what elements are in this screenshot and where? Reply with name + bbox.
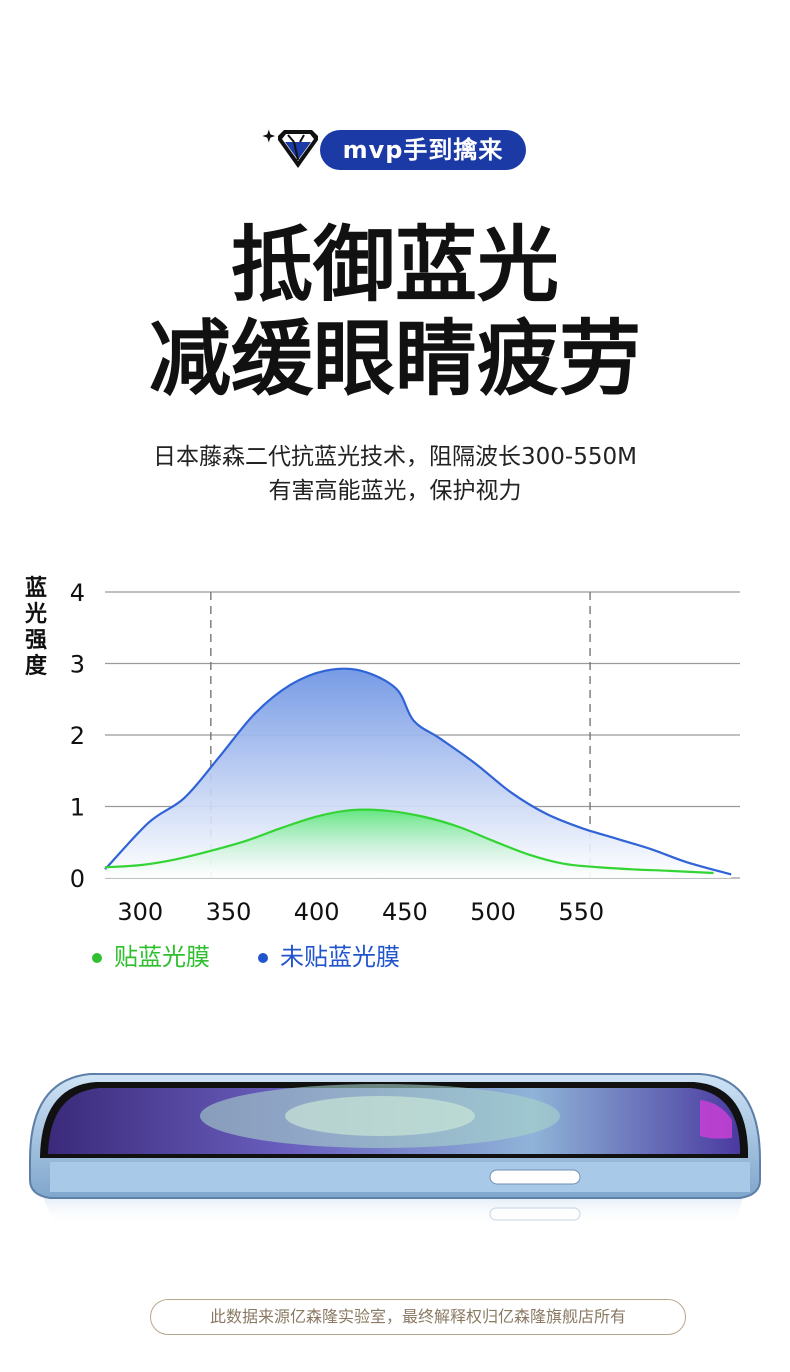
y-tick-label: 2 [70, 722, 85, 750]
x-tick-label: 350 [206, 898, 252, 926]
badge-label: mvp手到擒来 [320, 130, 526, 170]
x-tick-label: 300 [117, 898, 163, 926]
headline-line-1: 抵御蓝光 [230, 218, 559, 313]
x-tick-label: 450 [382, 898, 428, 926]
series-no-film-line [104, 667, 732, 876]
brand-badge: mvp手到擒来 [258, 126, 530, 174]
x-tick-label: 550 [558, 898, 604, 926]
legend-dot-icon [258, 953, 268, 963]
y-tick-label: 3 [70, 651, 85, 679]
y-tick-label: 1 [70, 794, 85, 822]
legend-label-film: 贴蓝光膜 [114, 943, 210, 971]
subtitle-line-1: 日本藤森二代抗蓝光技术，阻隔波长300-550M [153, 444, 637, 470]
subtitle-line-2: 有害高能蓝光，保护视力 [268, 478, 522, 504]
y-tick-label: 0 [70, 865, 85, 893]
legend-label-no-film: 未贴蓝光膜 [280, 943, 400, 971]
legend-item-no-film: 未贴蓝光膜 [258, 940, 400, 974]
y-axis-label: 蓝光强度 [24, 576, 48, 679]
phone-illustration [29, 1073, 761, 1225]
headline-line-2: 减缓眼睛疲劳 [148, 312, 641, 407]
x-tick-label: 400 [294, 898, 340, 926]
y-tick-label: 4 [70, 579, 85, 607]
legend-item-film: 贴蓝光膜 [92, 940, 210, 974]
series-film-area [105, 809, 714, 878]
diamond-icon [262, 129, 318, 168]
data-source-note: 此数据来源亿森隆实验室，最终解释权归亿森隆旗舰店所有 [150, 1299, 686, 1335]
legend-dot-icon [92, 953, 102, 963]
x-tick-label: 500 [470, 898, 516, 926]
series-film-line [104, 808, 714, 875]
blue-light-chart: 0 1 2 3 4 300 350 400 450 500 550 蓝光强度 [24, 576, 740, 926]
